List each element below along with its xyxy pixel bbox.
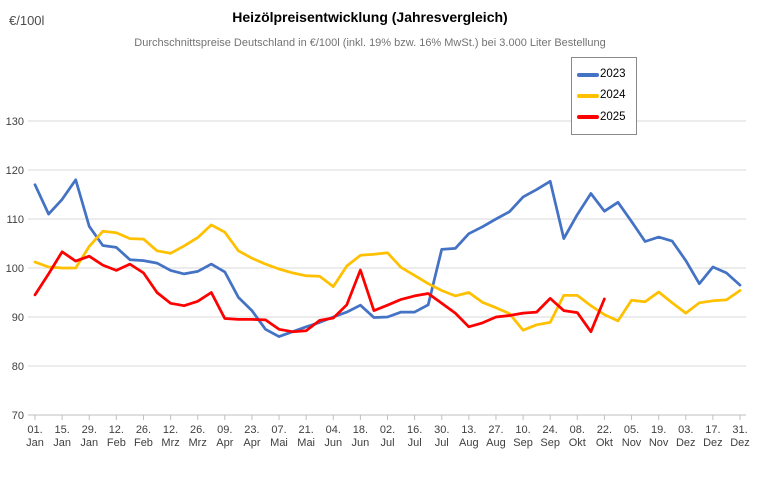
x-tick-label-day: 16. [407, 424, 422, 436]
x-tick-label-month: Nov [649, 437, 669, 449]
x-tick-label-month: Apr [243, 437, 260, 449]
x-tick-label-day: 18. [353, 424, 368, 436]
x-tick-label-month: Mrz [189, 437, 207, 449]
x-tick-label-month: Mrz [161, 437, 179, 449]
x-tick-label-month: Dez [676, 437, 696, 449]
x-tick-label-month: Jan [53, 437, 71, 449]
legend-label: 2023 [600, 67, 626, 80]
x-tick-label-month: Aug [486, 437, 506, 449]
x-tick-label-day: 30. [434, 424, 449, 436]
legend-entry-2023: 2023 [577, 67, 631, 81]
legend-label: 2025 [600, 110, 626, 123]
x-tick-label-month: Jul [380, 437, 394, 449]
x-tick-label-month: Nov [622, 437, 642, 449]
series-line-2024 [33, 223, 742, 332]
x-tick-label-day: 22. [597, 424, 612, 436]
x-tick-label-month: Jan [26, 437, 44, 449]
x-tick-label-month: Apr [216, 437, 233, 449]
y-tick-label-70: 70 [12, 410, 24, 422]
series-line-2023 [33, 178, 742, 338]
x-tick-label-month: Mai [297, 437, 315, 449]
y-tick-label-120: 120 [6, 165, 24, 177]
y-tick-label-80: 80 [12, 361, 24, 373]
x-tick-label-day: 02. [380, 424, 395, 436]
x-tick-label-day: 07. [271, 424, 286, 436]
legend-label: 2024 [600, 89, 626, 102]
x-tick-label-day: 04. [326, 424, 341, 436]
legend-entry-2025: 2025 [577, 110, 631, 124]
x-tick-label-day: 13. [461, 424, 476, 436]
x-tick-label-day: 23. [244, 424, 259, 436]
y-tick-label-110: 110 [6, 214, 24, 226]
x-tick-label-day: 26. [136, 424, 151, 436]
x-tick-label-month: Aug [459, 437, 479, 449]
x-tick-label-day: 24. [543, 424, 558, 436]
x-tick-label-day: 08. [570, 424, 585, 436]
x-tick-label-day: 03. [678, 424, 693, 436]
x-tick-label-month: Sep [540, 437, 560, 449]
x-tick-label-day: 21. [299, 424, 314, 436]
x-tick-label-month: Okt [569, 437, 586, 449]
x-tick-label-month: Jan [80, 437, 98, 449]
x-tick-label-month: Mai [270, 437, 288, 449]
x-tick-label-month: Feb [134, 437, 153, 449]
legend-line-swatch [577, 72, 599, 77]
x-tick-label-day: 31. [732, 424, 747, 436]
x-tick-label-month: Dez [703, 437, 723, 449]
x-tick-label-month: Dez [730, 437, 750, 449]
x-tick-label-month: Jul [408, 437, 422, 449]
x-tick-label-month: Sep [513, 437, 533, 449]
x-tick-label-day: 01. [27, 424, 42, 436]
chart-title: Heizölpreisentwicklung (Jahresvergleich) [232, 9, 508, 25]
x-tick-label-month: Okt [596, 437, 613, 449]
x-tick-label-month: Jun [324, 437, 342, 449]
x-tick-label-day: 27. [488, 424, 503, 436]
chart-legend: 2023 2024 2025 [571, 57, 637, 135]
x-tick-label-day: 26. [190, 424, 205, 436]
x-tick-label-day: 17. [705, 424, 720, 436]
chart-subtitle: Durchschnittspreise Deutschland in €/100… [134, 37, 606, 49]
x-tick-label-day: 15. [54, 424, 69, 436]
x-tick-label-month: Jun [352, 437, 370, 449]
x-tick-label-day: 12. [109, 424, 124, 436]
y-tick-label-90: 90 [12, 312, 24, 324]
x-tick-label-month: Jul [435, 437, 449, 449]
y-axis-unit-label: €/100l [9, 13, 45, 28]
x-tick-label-day: 12. [163, 424, 178, 436]
series-line-2025 [33, 250, 606, 334]
x-tick-label-day: 10. [515, 424, 530, 436]
legend-entry-2024: 2024 [577, 90, 631, 102]
x-tick-label-day: 19. [651, 424, 666, 436]
legend-line-swatch [577, 93, 599, 98]
y-tick-label-130: 130 [6, 116, 24, 128]
x-tick-label-month: Feb [107, 437, 126, 449]
x-tick-label-day: 05. [624, 424, 639, 436]
x-tick-label-day: 29. [82, 424, 97, 436]
x-tick-label-day: 09. [217, 424, 232, 436]
y-tick-label-100: 100 [6, 263, 24, 275]
legend-line-swatch [577, 115, 599, 120]
